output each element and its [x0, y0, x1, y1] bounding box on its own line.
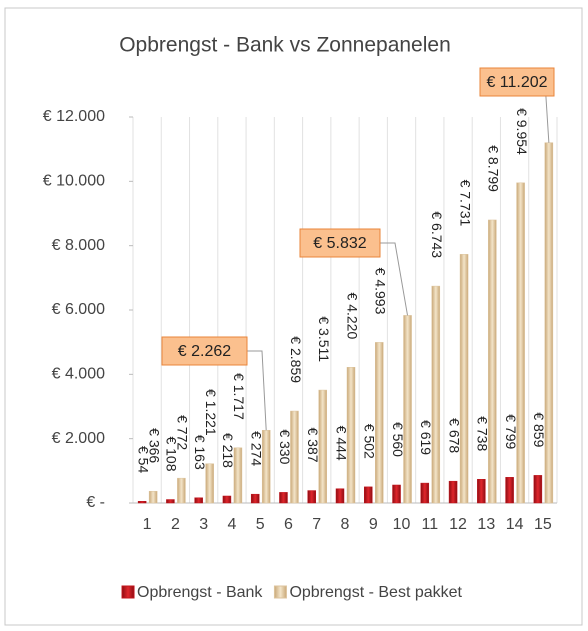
- data-label: € 1.221: [203, 389, 219, 436]
- bar: [222, 495, 232, 504]
- bar: [137, 501, 147, 504]
- data-label: € 366: [146, 428, 162, 463]
- bar: [477, 479, 486, 504]
- x-tick-label: 8: [341, 516, 350, 533]
- data-label: € 11.202: [486, 74, 547, 91]
- bar: [335, 488, 345, 504]
- x-tick-label: 12: [449, 516, 467, 533]
- bar: [250, 493, 260, 504]
- y-tick-label: € 12.000: [43, 108, 105, 125]
- x-tick-label: 11: [421, 516, 438, 533]
- bar: [431, 285, 441, 504]
- y-tick-label: € 4.000: [52, 366, 105, 383]
- bar: [205, 463, 214, 504]
- callout-box: [299, 228, 381, 258]
- bar: [420, 482, 430, 504]
- data-label: € 4.220: [344, 293, 360, 340]
- bar: [403, 315, 412, 504]
- data-label: € 738: [475, 416, 491, 451]
- x-tick-label: 2: [171, 516, 180, 533]
- y-tick-label: € -: [86, 494, 105, 511]
- bar: [364, 486, 373, 504]
- x-tick-label: 6: [284, 516, 293, 533]
- bar: [346, 367, 356, 504]
- data-label: € 274: [248, 431, 264, 466]
- data-label: € 5.832: [313, 235, 366, 252]
- data-label: € 6.743: [429, 211, 445, 258]
- bar: [459, 254, 469, 504]
- data-label: € 387: [305, 428, 321, 463]
- legend-label: Opbrengst - Bank: [137, 584, 263, 601]
- x-tick-label: 5: [256, 516, 265, 533]
- x-tick-label: 9: [369, 516, 378, 533]
- y-tick-label: € 10.000: [43, 173, 105, 190]
- bar: [194, 497, 203, 504]
- data-label: € 9.954: [514, 108, 530, 155]
- data-label: € 4.993: [373, 268, 389, 315]
- y-tick-label: € 8.000: [52, 237, 105, 254]
- x-tick-label: 14: [506, 516, 524, 533]
- data-label: € 3.511: [316, 316, 332, 362]
- x-tick-label: 3: [199, 516, 208, 533]
- legend-label: Opbrengst - Best pakket: [289, 584, 462, 601]
- data-label: € 2.859: [288, 336, 304, 383]
- data-label: € 799: [503, 414, 519, 449]
- bar: [318, 389, 327, 504]
- data-label: € 678: [446, 418, 462, 453]
- chart-frame: [4, 7, 583, 626]
- data-label: € 772: [175, 415, 191, 450]
- bar: [544, 142, 554, 504]
- bar: [488, 219, 497, 504]
- bar: [516, 182, 525, 504]
- bar: [392, 484, 401, 504]
- x-tick-label: 7: [312, 516, 321, 533]
- x-tick-label: 15: [534, 516, 552, 533]
- bar: [533, 475, 543, 504]
- bar: [505, 477, 514, 504]
- bar: [177, 477, 186, 504]
- x-tick-label: 4: [227, 516, 236, 533]
- data-label: € 218: [220, 433, 236, 468]
- data-label: € 859: [531, 412, 547, 447]
- data-label: € 8.799: [486, 145, 502, 192]
- data-label: € 7.731: [457, 180, 473, 227]
- data-label: € 54: [135, 446, 151, 473]
- bar: [166, 499, 175, 504]
- bar: [148, 490, 158, 504]
- data-label: € 330: [277, 429, 293, 464]
- callout-leader: [247, 350, 267, 431]
- bar: [279, 492, 288, 504]
- y-tick-label: € 6.000: [52, 301, 105, 318]
- data-label: € 619: [418, 420, 434, 455]
- data-label: € 2.262: [178, 343, 231, 360]
- x-tick-label: 10: [393, 516, 411, 533]
- bar: [307, 490, 316, 504]
- bar: [290, 410, 299, 504]
- x-tick-label: 1: [143, 516, 152, 533]
- data-label: € 1.717: [231, 373, 247, 420]
- callout-box: [479, 67, 555, 97]
- x-tick-label: 13: [477, 516, 495, 533]
- legend-swatch: [121, 585, 135, 599]
- bar: [233, 447, 243, 504]
- y-tick-label: € 2.000: [52, 430, 105, 447]
- data-label: € 108: [164, 436, 180, 471]
- callout-leader: [380, 242, 409, 316]
- bar: [375, 342, 384, 504]
- data-label: € 163: [192, 435, 208, 470]
- legend-swatch: [273, 585, 287, 599]
- data-label: € 560: [390, 422, 406, 457]
- data-label: € 444: [333, 426, 349, 461]
- callout-box: [161, 336, 248, 366]
- bar: [261, 429, 271, 504]
- bar: [448, 480, 458, 504]
- chart-title: Opbrengst - Bank vs Zonnepanelen: [119, 34, 451, 57]
- data-label: € 502: [362, 424, 378, 459]
